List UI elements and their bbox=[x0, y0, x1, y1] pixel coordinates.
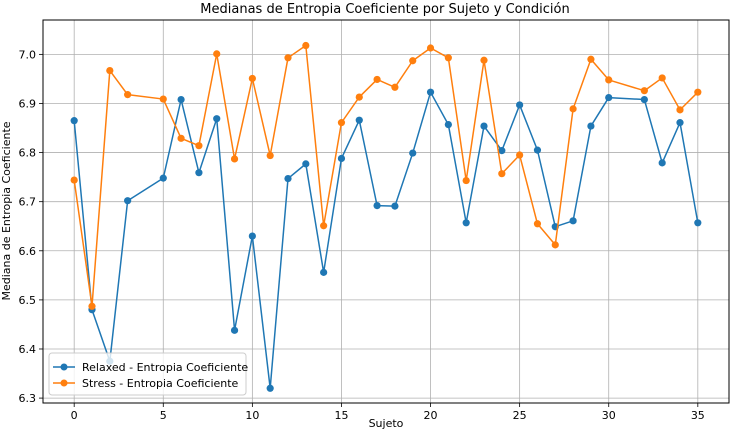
data-point-relaxed bbox=[694, 219, 702, 227]
data-point-stress bbox=[480, 56, 488, 64]
ticks: 0 5 10 15 20 25 30 35 6.3 6.4 6.5 6.6 6.7 6.8 6.9 7.0 bbox=[19, 48, 705, 422]
data-point-relaxed bbox=[230, 326, 239, 334]
x-tick-label: 20 bbox=[424, 409, 438, 422]
data-point-stress bbox=[516, 151, 524, 159]
chart-title: Medianas de Entropia Coeficiente por Suj… bbox=[200, 2, 569, 17]
data-point-stress bbox=[124, 91, 132, 99]
data-point-relaxed bbox=[498, 147, 506, 155]
data-point-stress bbox=[159, 95, 167, 103]
data-point-relaxed bbox=[213, 115, 221, 123]
data-point-stress bbox=[676, 106, 684, 114]
data-point-stress bbox=[498, 170, 506, 178]
y-axis-label: Mediana de Entropia Coeficiente bbox=[0, 121, 13, 300]
legend-label-relaxed: Relaxed - Entropia Coeficiente bbox=[82, 361, 248, 374]
y-tick-label: 6.6 bbox=[19, 245, 37, 258]
data-point-relaxed bbox=[195, 169, 203, 177]
series-line-stress bbox=[73, 44, 699, 308]
y-tick-label: 6.8 bbox=[19, 147, 37, 160]
data-point-stress bbox=[88, 302, 96, 310]
data-point-stress bbox=[694, 88, 702, 96]
x-tick-label: 25 bbox=[513, 409, 527, 422]
legend-label-stress: Stress - Entropia Coeficiente bbox=[82, 377, 239, 390]
data-point-stress bbox=[320, 222, 328, 230]
data-point-relaxed bbox=[248, 232, 256, 240]
y-tick-label: 6.5 bbox=[19, 294, 37, 307]
y-tick-label: 6.7 bbox=[19, 196, 37, 209]
data-point-stress bbox=[551, 241, 559, 249]
data-point-stress bbox=[355, 93, 363, 101]
data-point-relaxed bbox=[569, 217, 577, 225]
legend-box bbox=[48, 352, 247, 396]
data-point-stress bbox=[373, 75, 381, 84]
data-point-stress bbox=[266, 151, 274, 160]
data-point-stress bbox=[605, 76, 613, 84]
data-point-relaxed bbox=[302, 160, 310, 168]
data-point-relaxed bbox=[391, 202, 399, 210]
x-tick-label: 15 bbox=[334, 409, 348, 422]
data-point-stress bbox=[391, 83, 399, 91]
data-point-stress bbox=[426, 44, 435, 52]
data-point-relaxed bbox=[516, 101, 524, 109]
legend: Relaxed - Entropia Coeficiente Stress - … bbox=[48, 352, 248, 396]
plot-frame bbox=[42, 19, 730, 404]
data-point-stress bbox=[248, 74, 256, 83]
data-point-relaxed bbox=[462, 219, 470, 227]
data-point-relaxed bbox=[587, 122, 595, 130]
data-point-relaxed bbox=[159, 174, 167, 182]
y-tick-label: 7.0 bbox=[19, 48, 37, 61]
data-point-relaxed bbox=[605, 93, 613, 102]
x-tick-label: 0 bbox=[71, 409, 78, 422]
data-point-stress bbox=[409, 57, 417, 65]
data-point-stress bbox=[70, 176, 78, 184]
data-point-relaxed bbox=[640, 95, 648, 104]
data-point-relaxed bbox=[409, 149, 417, 157]
data-point-stress bbox=[640, 87, 648, 95]
data-point-relaxed bbox=[70, 117, 78, 125]
data-point-stress bbox=[658, 74, 666, 82]
x-tick-label: 30 bbox=[602, 409, 616, 422]
data-point-stress bbox=[177, 134, 185, 142]
x-tick-label: 5 bbox=[160, 409, 167, 422]
x-axis-label: Sujeto bbox=[369, 417, 404, 430]
series-line-relaxed bbox=[73, 91, 699, 390]
data-point-stress bbox=[230, 155, 239, 163]
data-point-relaxed bbox=[124, 197, 132, 205]
y-tick-label: 6.9 bbox=[19, 97, 37, 110]
data-point-relaxed bbox=[676, 119, 684, 127]
data-point-stress bbox=[106, 66, 114, 75]
y-tick-label: 6.3 bbox=[19, 392, 37, 405]
data-point-stress bbox=[337, 119, 346, 127]
data-point-stress bbox=[533, 220, 542, 228]
data-point-relaxed bbox=[480, 122, 488, 130]
data-point-relaxed bbox=[658, 159, 666, 167]
data-point-relaxed bbox=[444, 120, 452, 129]
data-point-stress bbox=[569, 105, 577, 113]
data-point-relaxed bbox=[373, 202, 381, 210]
data-point-stress bbox=[195, 142, 203, 150]
data-point-relaxed bbox=[533, 146, 542, 154]
data-point-relaxed bbox=[426, 88, 435, 96]
legend-marker-stress bbox=[60, 379, 68, 387]
data-point-stress bbox=[213, 50, 221, 58]
y-tick-label: 6.4 bbox=[19, 343, 37, 356]
data-point-relaxed bbox=[266, 384, 274, 392]
data-point-relaxed bbox=[355, 116, 363, 124]
grid bbox=[43, 20, 729, 403]
data-point-relaxed bbox=[337, 154, 346, 163]
data-point-stress bbox=[284, 54, 292, 62]
data-point-relaxed bbox=[177, 95, 185, 104]
data-point-relaxed bbox=[320, 268, 328, 276]
x-tick-label: 35 bbox=[691, 409, 705, 422]
data-point-relaxed bbox=[284, 175, 292, 183]
legend-marker-relaxed bbox=[60, 363, 68, 371]
data-point-stress bbox=[587, 55, 595, 63]
x-tick-label: 10 bbox=[245, 409, 259, 422]
series-group bbox=[70, 41, 702, 392]
data-point-stress bbox=[462, 176, 470, 185]
data-point-stress bbox=[444, 54, 452, 62]
data-point-stress bbox=[302, 41, 310, 50]
